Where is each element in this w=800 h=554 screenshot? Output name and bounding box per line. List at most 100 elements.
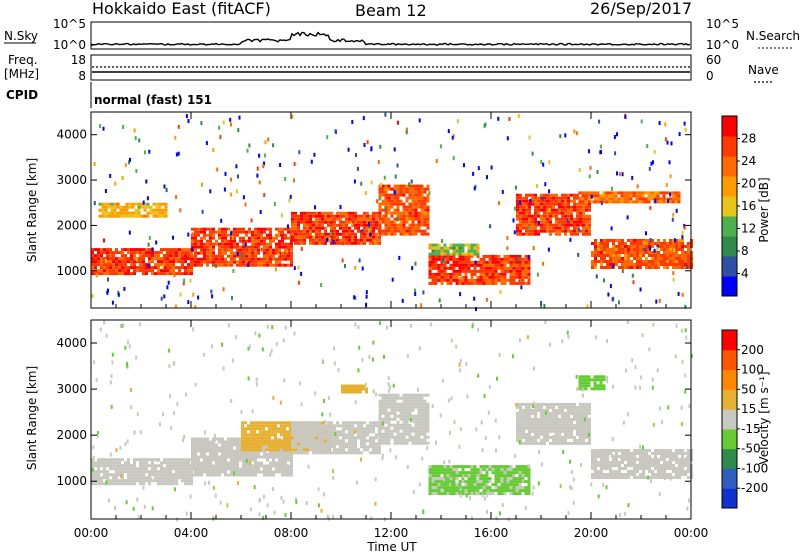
heatmap-cell <box>446 272 450 276</box>
heatmap-cell <box>278 455 281 459</box>
heatmap-cell <box>297 223 300 227</box>
heatmap-speckle <box>320 283 323 287</box>
heatmap-cell <box>284 248 287 252</box>
heatmap-cell <box>384 408 388 412</box>
heatmap-cell <box>452 477 456 481</box>
heatmap-cell <box>491 468 495 472</box>
heatmap-cell <box>390 193 394 197</box>
heatmap-cell <box>197 233 200 237</box>
heatmap-cell <box>537 432 540 436</box>
heatmap-cell <box>623 200 627 204</box>
heatmap-cell <box>423 432 427 436</box>
heatmap-cell <box>440 275 444 279</box>
heatmap-cell <box>209 251 212 255</box>
heatmap-speckle <box>544 182 547 187</box>
heatmap-cell <box>306 226 309 230</box>
heatmap-speckle <box>428 191 431 195</box>
heatmap-cell <box>324 442 327 446</box>
heatmap-cell <box>420 217 424 221</box>
heatmap-cell <box>297 241 300 245</box>
heatmap-cell <box>491 281 495 285</box>
heatmap-speckle <box>597 241 599 246</box>
heatmap-cell <box>519 193 522 197</box>
heatmap-speckle <box>537 220 540 225</box>
heatmap-cell <box>414 214 418 218</box>
heatmap-cell <box>638 191 642 195</box>
heatmap-cell <box>509 489 513 493</box>
heatmap-cell <box>327 235 330 239</box>
heatmap-cell <box>396 208 400 212</box>
heatmap-cell <box>206 446 209 450</box>
heatmap-cell <box>518 266 522 270</box>
heatmap-cell <box>543 402 546 406</box>
heatmap-cell <box>227 455 230 459</box>
heatmap-cell <box>420 229 424 233</box>
heatmap-speckle <box>258 153 261 158</box>
heatmap-cell <box>94 260 97 264</box>
heatmap-cell <box>266 251 269 255</box>
heatmap-cell <box>348 217 351 221</box>
heatmap-cell <box>420 393 424 397</box>
heatmap-cell <box>449 480 453 484</box>
heatmap-cell <box>528 408 531 412</box>
heatmap-cell <box>151 257 154 261</box>
heatmap-cell <box>325 439 328 443</box>
heatmap-cell <box>101 205 105 209</box>
heatmap-cell <box>594 257 597 260</box>
heatmap-cell <box>437 257 441 261</box>
heatmap-cell <box>294 223 297 227</box>
heatmap-cell <box>420 411 424 415</box>
heatmap-cell <box>485 266 489 270</box>
heatmap-cell <box>357 448 360 452</box>
heatmap-speckle <box>260 247 263 252</box>
heatmap-cell <box>263 467 266 471</box>
heatmap-cell <box>417 214 421 218</box>
heatmap-cell <box>321 214 324 218</box>
heatmap-cell <box>244 427 247 431</box>
heatmap-cell <box>281 458 284 462</box>
heatmap-cell <box>236 473 239 477</box>
heatmap-cell <box>384 226 388 230</box>
heatmap-cell <box>354 427 357 431</box>
heatmap-cell <box>591 452 594 455</box>
heatmap-cell <box>297 424 300 428</box>
heatmap-cell <box>184 260 187 264</box>
heatmap-cell <box>603 254 606 257</box>
heatmap-cell <box>606 266 609 269</box>
heatmap-cell <box>187 254 190 258</box>
heatmap-cell <box>519 205 522 209</box>
colorbar-swatch <box>722 236 737 257</box>
heatmap-cell <box>357 424 360 428</box>
heatmap-cell <box>428 260 432 264</box>
heatmap-cell <box>656 197 660 201</box>
heatmap-cell <box>160 272 163 276</box>
heatmap-cell <box>423 411 427 415</box>
heatmap-cell <box>396 423 400 427</box>
heatmap-cell <box>378 217 382 221</box>
heatmap-cell <box>369 229 372 233</box>
heatmap-cell <box>573 402 576 406</box>
heatmap-cell <box>522 217 525 221</box>
heatmap-cell <box>431 483 435 487</box>
heatmap-cell <box>200 251 203 255</box>
heatmap-cell <box>509 257 513 261</box>
heatmap-cell <box>268 442 271 446</box>
heatmap-cell <box>372 223 375 227</box>
heatmap-cell <box>281 452 284 456</box>
heatmap-cell <box>576 196 579 200</box>
heatmap-cell <box>590 200 594 204</box>
heatmap-cell <box>485 263 489 267</box>
heatmap-cell <box>606 248 609 251</box>
heatmap-cell <box>522 208 525 212</box>
heatmap-cell <box>233 242 236 246</box>
heatmap-cell <box>384 420 388 424</box>
heatmap-cell <box>215 260 218 264</box>
heatmap-cell <box>291 451 294 455</box>
heatmap-cell <box>375 433 378 437</box>
heatmap-cell <box>585 208 588 212</box>
heatmap-cell <box>627 260 630 263</box>
heatmap-cell <box>142 482 145 486</box>
heatmap-speckle <box>664 137 667 142</box>
heatmap-cell <box>215 239 218 243</box>
heatmap-cell <box>224 461 227 465</box>
